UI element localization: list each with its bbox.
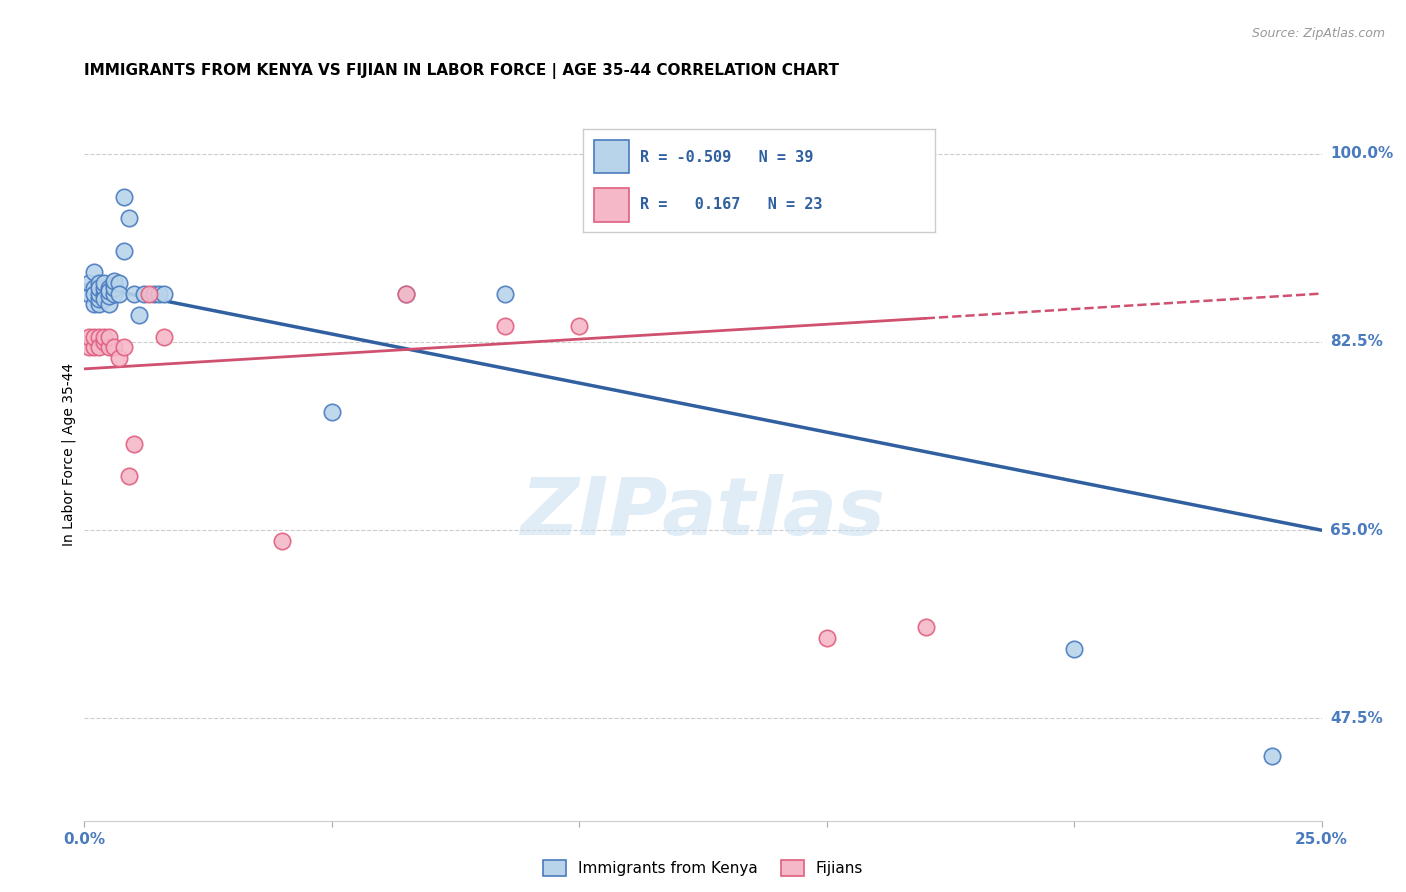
Point <box>89 340 111 354</box>
Point <box>89 286 111 301</box>
Point <box>103 277 125 292</box>
Point <box>108 276 131 290</box>
Point <box>98 329 121 343</box>
Point <box>103 340 125 354</box>
Point <box>98 281 121 295</box>
Text: R = -0.509   N = 39: R = -0.509 N = 39 <box>640 150 813 164</box>
Point <box>118 469 141 483</box>
Bar <box>593 139 630 173</box>
Point <box>118 211 141 226</box>
Point <box>152 286 174 301</box>
Point <box>138 286 160 301</box>
Text: 47.5%: 47.5% <box>1330 711 1382 726</box>
Point <box>98 289 121 303</box>
Text: 82.5%: 82.5% <box>1330 334 1384 350</box>
Point <box>98 285 121 299</box>
Point <box>1063 641 1085 656</box>
Point <box>89 329 111 343</box>
Point <box>112 190 135 204</box>
Point <box>79 276 101 290</box>
Point <box>321 405 343 419</box>
Point <box>108 351 131 365</box>
Text: R =   0.167   N = 23: R = 0.167 N = 23 <box>640 197 823 211</box>
Point <box>494 286 516 301</box>
Point <box>271 533 294 548</box>
Point <box>98 297 121 311</box>
Point <box>568 318 591 333</box>
Point <box>815 631 838 645</box>
Y-axis label: In Labor Force | Age 35-44: In Labor Force | Age 35-44 <box>62 363 76 547</box>
Point <box>152 329 174 343</box>
Point <box>89 281 111 295</box>
Point <box>79 329 101 343</box>
Point <box>83 340 105 354</box>
Point <box>914 620 936 634</box>
Point <box>79 340 101 354</box>
Point <box>83 286 105 301</box>
Point <box>395 286 418 301</box>
Point <box>93 281 115 295</box>
Point <box>93 292 115 306</box>
Point <box>83 297 105 311</box>
Text: 65.0%: 65.0% <box>1330 523 1384 538</box>
Point <box>93 329 115 343</box>
Point <box>83 265 105 279</box>
Point <box>103 286 125 301</box>
Point <box>494 318 516 333</box>
Text: Source: ZipAtlas.com: Source: ZipAtlas.com <box>1251 27 1385 40</box>
Point <box>89 292 111 306</box>
Point <box>89 297 111 311</box>
Point <box>83 329 105 343</box>
Point <box>128 308 150 322</box>
Point <box>89 276 111 290</box>
Point <box>148 286 170 301</box>
Point <box>79 286 101 301</box>
Point <box>93 334 115 349</box>
Point <box>1261 749 1284 764</box>
Point <box>395 286 418 301</box>
Point <box>83 281 105 295</box>
Point <box>103 281 125 295</box>
Bar <box>593 188 630 221</box>
Point <box>122 286 145 301</box>
Text: 100.0%: 100.0% <box>1330 146 1393 161</box>
Point <box>93 276 115 290</box>
Point <box>112 340 135 354</box>
Point <box>142 286 165 301</box>
Point <box>103 274 125 288</box>
Point <box>132 286 155 301</box>
Point <box>122 437 145 451</box>
Legend: Immigrants from Kenya, Fijians: Immigrants from Kenya, Fijians <box>537 855 869 882</box>
Point <box>112 244 135 258</box>
Point <box>93 286 115 301</box>
Point <box>108 286 131 301</box>
Text: IMMIGRANTS FROM KENYA VS FIJIAN IN LABOR FORCE | AGE 35-44 CORRELATION CHART: IMMIGRANTS FROM KENYA VS FIJIAN IN LABOR… <box>84 63 839 79</box>
Text: ZIPatlas: ZIPatlas <box>520 475 886 552</box>
Point <box>98 340 121 354</box>
